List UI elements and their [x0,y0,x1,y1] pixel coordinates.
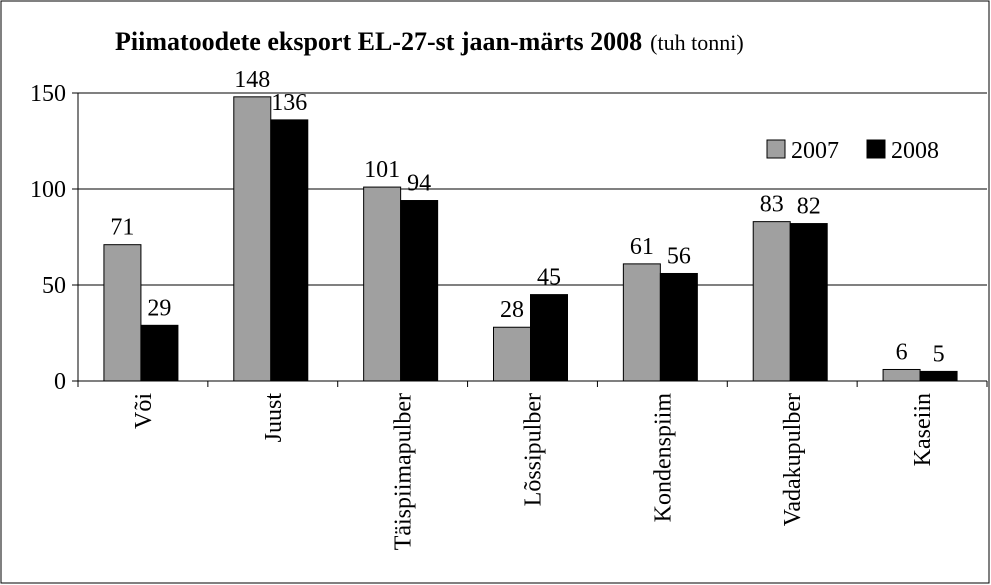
data-label: 94 [407,171,431,197]
x-tick-label: Või [131,393,157,429]
y-tick-label: 0 [54,369,66,395]
data-label: 45 [537,265,561,291]
chart-title: Piimatoodete eksport EL-27-st jaan-märts… [115,27,744,56]
data-label: 136 [271,90,307,116]
y-tick-label: 50 [42,273,66,299]
bar [530,294,568,382]
x-tick-label: Täispiimapulber [391,393,417,550]
bar [752,221,791,382]
y-tick-label: 150 [30,81,66,107]
bar [400,200,439,382]
data-label: 82 [797,194,821,220]
bar [882,368,921,382]
legend-label: 2008 [891,138,939,164]
x-tick-label: Kaseiin [910,393,936,466]
title-main: Piimatoodete eksport EL-27-st jaan-märts… [115,27,642,56]
title-unit: (tuh tonni) [650,30,744,55]
x-tick-label: Vadakupulber [780,393,806,526]
bar [233,96,272,382]
data-label: 148 [234,67,270,93]
bar [789,223,828,382]
x-tick-label: Juust [261,393,287,443]
x-tick-label: Lõssipulber [521,393,547,506]
data-label: 56 [667,243,691,269]
bar [103,244,142,382]
legend-swatch [766,139,786,159]
legend-label: 2007 [791,138,839,164]
legend-swatch [866,139,886,159]
y-tick-label: 100 [30,177,66,203]
bar [919,370,958,382]
bar [363,186,402,382]
data-label: 28 [500,297,524,323]
bar [493,326,531,382]
bar [622,263,661,382]
bar [140,324,179,382]
data-label: 5 [933,341,945,367]
bar [270,119,309,382]
x-tick-label: Kondenspiim [650,393,676,523]
data-label: 6 [896,339,908,365]
data-label: 71 [110,215,134,241]
data-label: 29 [147,295,171,321]
data-label: 83 [760,192,784,218]
data-label: 101 [364,157,400,183]
data-label: 61 [630,234,654,260]
bar [659,272,698,382]
